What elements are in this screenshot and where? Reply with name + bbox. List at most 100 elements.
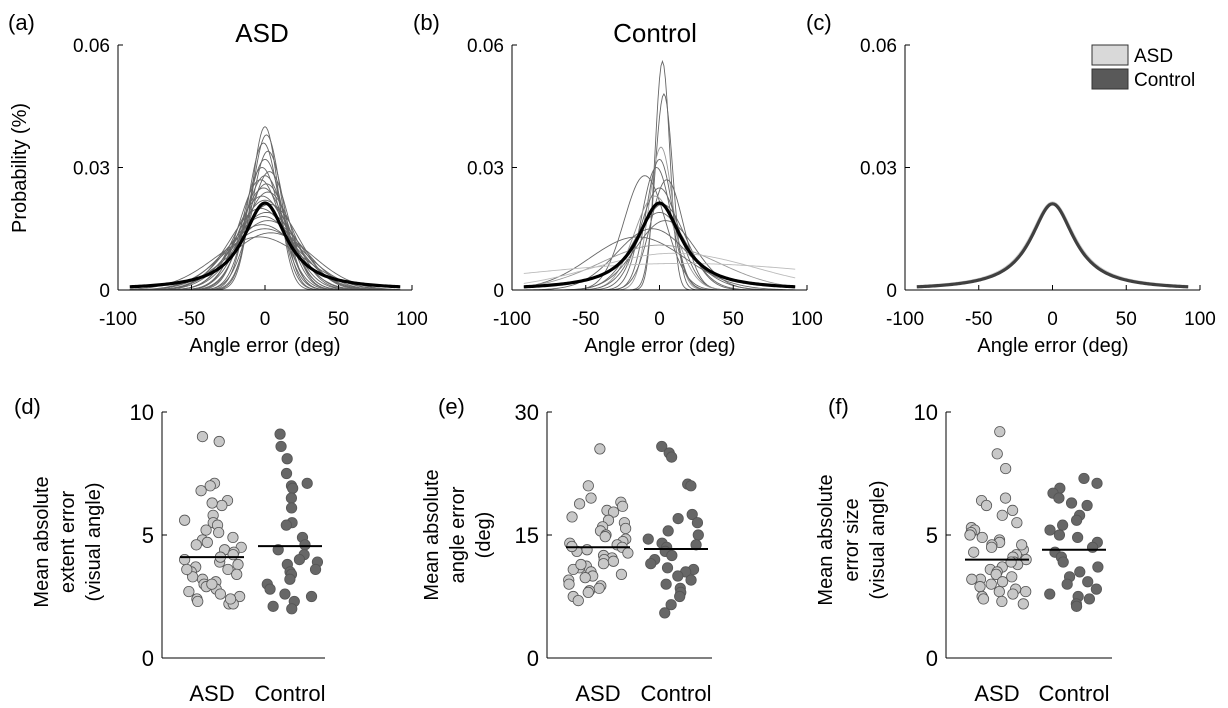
x-tick-label: 100 — [1184, 309, 1216, 330]
data-point-asd — [966, 573, 978, 585]
data-point-asd — [994, 426, 1006, 438]
data-point-control — [280, 519, 292, 531]
data-point-control — [666, 549, 678, 562]
individual-curve — [129, 236, 401, 291]
data-point-asd — [200, 524, 212, 536]
data-point-control — [659, 607, 671, 619]
data-point-control — [666, 451, 678, 463]
panel-d-ylabel-line-2: extent error — [57, 491, 79, 594]
data-point-control — [690, 539, 702, 551]
data-point-control — [1057, 519, 1069, 531]
y-tick-label: 0 — [926, 646, 938, 671]
data-point-asd — [183, 585, 195, 598]
data-point-asd — [213, 526, 225, 539]
data-point-asd — [991, 448, 1003, 460]
individual-curve — [129, 211, 401, 291]
data-point-asd — [224, 593, 237, 605]
data-point-asd — [974, 581, 986, 593]
individual-curve — [523, 175, 796, 291]
individual-curve — [523, 220, 796, 291]
data-point-control — [1090, 583, 1102, 595]
y-tick-label: 0 — [527, 646, 539, 671]
data-point-control — [1092, 561, 1104, 573]
data-point-control — [665, 599, 677, 611]
data-point-asd — [579, 572, 591, 584]
data-point-asd — [1006, 504, 1019, 516]
panel-d: (d) Mean absolute extent error (visual a… — [14, 394, 325, 706]
y-tick-label: 5 — [142, 523, 154, 548]
individual-curve — [523, 93, 796, 291]
data-point-asd — [968, 546, 980, 558]
data-point-control — [286, 603, 298, 615]
data-point-asd — [996, 509, 1008, 521]
data-point-asd — [1005, 556, 1017, 568]
data-point-control — [264, 583, 276, 595]
individual-curve — [523, 203, 796, 291]
data-point-control — [299, 539, 311, 551]
data-point-asd — [1016, 539, 1028, 551]
data-point-asd — [192, 595, 204, 608]
data-point-control — [1086, 541, 1099, 553]
individual-curve — [129, 199, 401, 291]
data-point-control — [309, 563, 322, 576]
data-point-asd — [179, 514, 191, 526]
data-point-control — [1091, 477, 1103, 489]
data-point-control — [1070, 600, 1083, 612]
legend-label-asd: ASD — [1134, 46, 1173, 67]
data-point-control — [1074, 566, 1086, 578]
data-point-asd — [585, 492, 597, 504]
data-point-asd — [1006, 571, 1018, 583]
data-point-control — [691, 517, 704, 529]
data-point-asd — [1020, 585, 1032, 598]
data-point-asd — [227, 531, 239, 544]
x-tick-label: -50 — [572, 309, 599, 330]
data-point-control — [1081, 499, 1093, 512]
panel-a: (a) ASD Probability (%) Angle error (deg… — [8, 10, 428, 357]
data-point-asd — [594, 443, 606, 455]
data-point-control — [1057, 556, 1069, 568]
individual-curve — [129, 216, 401, 291]
category-label: ASD — [189, 681, 234, 706]
data-point-asd — [222, 563, 234, 576]
data-point-asd — [597, 558, 610, 570]
data-point-asd — [993, 585, 1005, 598]
data-point-control — [656, 440, 668, 453]
panel-d-ylabel-line-3: (visual angle) — [83, 483, 105, 602]
data-point-asd — [181, 563, 193, 576]
data-point-asd — [996, 576, 1009, 588]
individual-curve — [523, 167, 796, 291]
data-point-control — [674, 590, 686, 603]
data-point-asd — [980, 499, 993, 512]
x-tick-label: 0 — [654, 309, 665, 330]
data-point-control — [672, 570, 684, 582]
data-point-asd — [206, 497, 218, 509]
mean-curve — [523, 201, 796, 289]
panel-c-xlabel: Angle error (deg) — [977, 335, 1128, 357]
legend: ASD Control — [1091, 44, 1195, 91]
data-point-control — [1044, 588, 1056, 600]
x-tick-label: 0 — [1047, 309, 1058, 330]
data-point-control — [1053, 529, 1066, 541]
category-label: Control — [1039, 681, 1110, 706]
x-tick-label: 100 — [396, 309, 428, 330]
legend-swatch-control — [1091, 68, 1129, 90]
data-point-asd — [977, 593, 990, 605]
data-point-asd — [593, 582, 605, 594]
legend-label-control: Control — [1134, 70, 1195, 91]
individual-curve — [523, 244, 796, 288]
data-point-control — [285, 492, 297, 504]
x-tick-label: -100 — [493, 309, 531, 330]
x-tick-label: 100 — [791, 309, 823, 330]
y-tick-label: 0.03 — [467, 159, 504, 180]
data-point-asd — [985, 541, 998, 553]
panel-e-ylabel-line-1: Mean absolute — [421, 469, 443, 600]
panel-c-label: (c) — [806, 10, 832, 35]
data-point-asd — [216, 499, 228, 512]
y-tick-label: 0 — [142, 646, 154, 671]
data-point-control — [1044, 524, 1056, 536]
x-tick-label: 50 — [1116, 309, 1137, 330]
data-point-control — [661, 562, 674, 574]
data-point-asd — [607, 555, 620, 567]
panel-e-ylabel-line-3: (deg) — [473, 512, 495, 559]
